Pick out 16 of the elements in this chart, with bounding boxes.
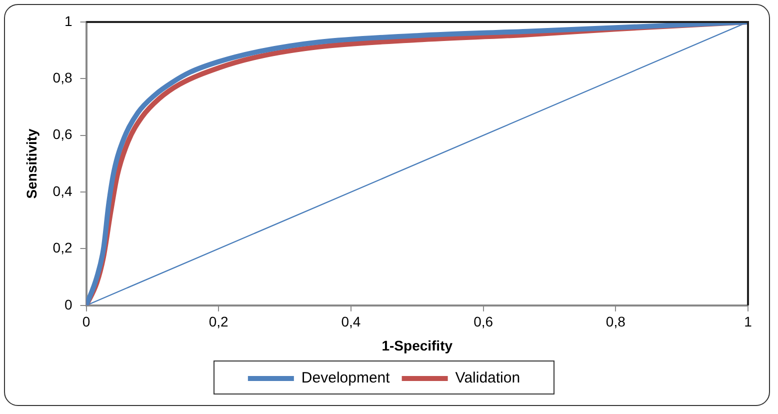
y-tick-label: 1 [64,12,72,29]
legend-label: Validation [455,370,520,387]
legend-label: Development [301,370,391,387]
x-tick-label: 1 [744,314,752,330]
x-tick-label: 0,4 [341,314,361,330]
x-tick-label: 0,2 [208,314,229,330]
x-axis-title: 1-Specifity [382,337,453,354]
y-tick-label: 0,4 [52,182,72,199]
y-tick-label: 0 [64,296,72,312]
y-tick-label: 0,6 [52,126,72,142]
y-tick-label: 0,8 [52,70,72,86]
x-tick-label: 0,8 [606,314,626,330]
x-tick-label: 0 [82,314,90,330]
y-axis-title: Sensitivity [23,128,40,199]
x-tick-label: 0,6 [474,314,494,330]
y-tick-label: 0,2 [52,240,72,256]
